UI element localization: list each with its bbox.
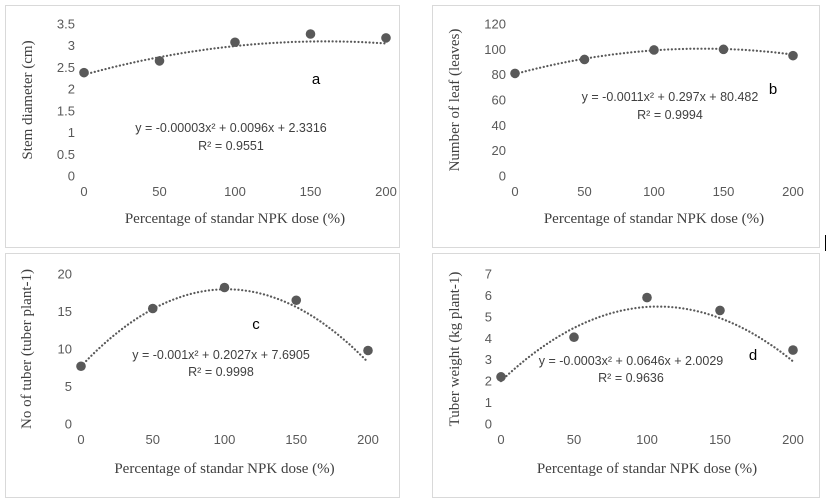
- chart-d-ytick-label: 5: [485, 309, 492, 324]
- chart-a-ytick-label: 2: [68, 82, 75, 97]
- chart-b-data-point: [579, 54, 590, 65]
- chart-c-ytick-label: 20: [58, 267, 72, 282]
- chart-a-data-point: [154, 56, 165, 66]
- chart-d-y-axis-title: Tuber weight (kg plant-1): [447, 272, 463, 427]
- chart-c-xtick-label: 150: [285, 432, 307, 447]
- chart-a-trendline: [82, 40, 388, 76]
- chart-d-ytick-label: 0: [485, 417, 492, 432]
- chart-d-trend-equation: y = -0.0003x² + 0.0646x + 2.0029: [539, 354, 724, 368]
- chart-a-xtick-label: 150: [300, 184, 322, 199]
- chart-d-ytick-label: 2: [485, 374, 492, 389]
- chart-a-xtick-label: 0: [80, 184, 87, 199]
- chart-b-svg: 0 20 40 60 80 100 120 0 50 100 150 200 Percentage of…: [447, 17, 804, 228]
- chart-b-ytick-label: 60: [492, 93, 506, 108]
- chart-c-trend-equation: y = -0.001x² + 0.2027x + 7.6905: [132, 348, 310, 362]
- chart-a-ytick-label: 1.5: [57, 103, 75, 118]
- chart-b-data-point: [718, 44, 729, 55]
- chart-c-xtick-label: 0: [77, 432, 84, 447]
- chart-c-xtick-label: 100: [214, 432, 236, 447]
- chart-d-data-point: [569, 332, 579, 343]
- chart-a-data-point: [381, 33, 391, 43]
- chart-d-ytick-label: 6: [485, 288, 492, 303]
- chart-a-ytick-label: 2.5: [57, 60, 75, 75]
- chart-b-ytick-label: 80: [492, 67, 506, 82]
- chart-panel-a: 0 0.5 1 1.5 2 2.5 3 3.5 0 50 100 150 200 Percentage o…: [5, 5, 400, 248]
- chart-c-data-point: [76, 361, 86, 372]
- chart-d-x-axis-title: Percentage of standar NPK dose (%): [537, 461, 757, 477]
- chart-d-ytick-label: 7: [485, 267, 492, 282]
- chart-a-data-point: [79, 67, 89, 78]
- chart-panel-c: 0 5 10 15 20 0 50 100 150 200 Percentage of standa…: [5, 253, 400, 498]
- chart-d-ytick-label: 1: [485, 395, 492, 410]
- chart-d-xtick-label: 150: [709, 432, 731, 447]
- chart-a-ytick-label: 1: [68, 125, 75, 140]
- chart-c-ytick-label: 5: [65, 379, 72, 394]
- chart-d-ytick-label: 3: [485, 352, 492, 367]
- chart-c-r-squared: R² = 0.9998: [188, 365, 254, 379]
- chart-a-r-squared: R² = 0.9551: [198, 139, 264, 153]
- chart-c-data-point: [147, 303, 158, 314]
- chart-b-ytick-label: 0: [499, 169, 506, 184]
- chart-panel-d: 0 1 2 3 4 5 6 7 0 50 100 150 200 Percentage of standa…: [432, 253, 820, 498]
- chart-a-trend-equation: y = -0.00003x² + 0.0096x + 2.3316: [135, 121, 327, 135]
- chart-c-xtick-label: 50: [146, 432, 160, 447]
- chart-b-ytick-label: 40: [492, 118, 506, 133]
- chart-d-data-point: [788, 345, 798, 355]
- chart-b-trend-equation: y = -0.0011x² + 0.297x + 80.482: [582, 90, 759, 104]
- chart-d-r-squared: R² = 0.9636: [598, 371, 664, 385]
- chart-b-data-point: [649, 45, 659, 55]
- chart-b-ytick-label: 100: [484, 42, 506, 57]
- chart-c-x-axis-title: Percentage of standar NPK dose (%): [114, 461, 334, 477]
- chart-a-y-axis-title: Stem diameter (cm): [20, 40, 36, 159]
- chart-b-xtick-label: 0: [511, 184, 518, 199]
- chart-b-ytick-label: 120: [484, 17, 506, 32]
- chart-c-xtick-label: 200: [357, 432, 379, 447]
- chart-a-data-point: [230, 37, 240, 48]
- chart-b-r-squared: R² = 0.9994: [637, 108, 703, 122]
- chart-d-xtick-label: 0: [497, 432, 504, 447]
- chart-b-xtick-label: 50: [577, 184, 591, 199]
- chart-a-data-point: [305, 29, 316, 39]
- chart-b-data-point: [788, 50, 798, 61]
- chart-c-ytick-label: 15: [58, 304, 72, 319]
- chart-b-xtick-label: 150: [713, 184, 735, 199]
- separator-line: [825, 235, 826, 251]
- chart-a-xtick-label: 50: [152, 184, 166, 199]
- chart-c-ytick-label: 0: [65, 417, 72, 432]
- chart-c-data-point: [291, 295, 302, 306]
- chart-b-panel-letter: b: [769, 81, 777, 98]
- chart-a-svg: 0 0.5 1 1.5 2 2.5 3 3.5 0 50 100 150 200 Percentage o…: [20, 17, 397, 228]
- chart-d-svg: 0 1 2 3 4 5 6 7 0 50 100 150 200 Percentage of standa…: [447, 267, 804, 478]
- chart-a-ytick-label: 3: [68, 38, 75, 53]
- chart-b-xtick-label: 200: [782, 184, 804, 199]
- chart-d-xtick-label: 200: [782, 432, 804, 447]
- chart-d-data-point: [715, 305, 725, 316]
- chart-c-data-point: [363, 345, 373, 356]
- chart-c-ytick-label: 10: [58, 342, 72, 357]
- chart-d-data-point: [496, 372, 506, 382]
- chart-a-xtick-label: 200: [375, 184, 397, 199]
- chart-d-trendline: [499, 305, 795, 383]
- chart-c-panel-letter: c: [252, 316, 260, 333]
- chart-a-ytick-label: 0.5: [57, 147, 75, 162]
- chart-a-ytick-label: 0: [68, 169, 75, 184]
- chart-b-xtick-label: 100: [643, 184, 665, 199]
- chart-a-ytick-label: 3.5: [57, 17, 75, 32]
- chart-d-panel-letter: d: [749, 347, 757, 364]
- chart-c-data-point: [219, 282, 230, 293]
- chart-d-xtick-label: 100: [636, 432, 658, 447]
- chart-a-xtick-label: 100: [224, 184, 246, 199]
- chart-b-ytick-label: 20: [492, 143, 506, 158]
- chart-c-y-axis-title: No of tuber (tuber plant-1): [19, 269, 35, 429]
- chart-d-ytick-label: 4: [485, 331, 492, 346]
- chart-d-xtick-label: 50: [567, 432, 581, 447]
- chart-d-data-point: [642, 292, 652, 303]
- chart-a-x-axis-title: Percentage of standar NPK dose (%): [125, 211, 345, 227]
- chart-b-y-axis-title: Number of leaf (leaves): [447, 29, 463, 172]
- chart-panel-b: 0 20 40 60 80 100 120 0 50 100 150 200 Percentage of…: [432, 5, 820, 248]
- chart-b-data-point: [510, 68, 520, 79]
- chart-b-x-axis-title: Percentage of standar NPK dose (%): [544, 211, 764, 227]
- chart-a-panel-letter: a: [312, 71, 321, 88]
